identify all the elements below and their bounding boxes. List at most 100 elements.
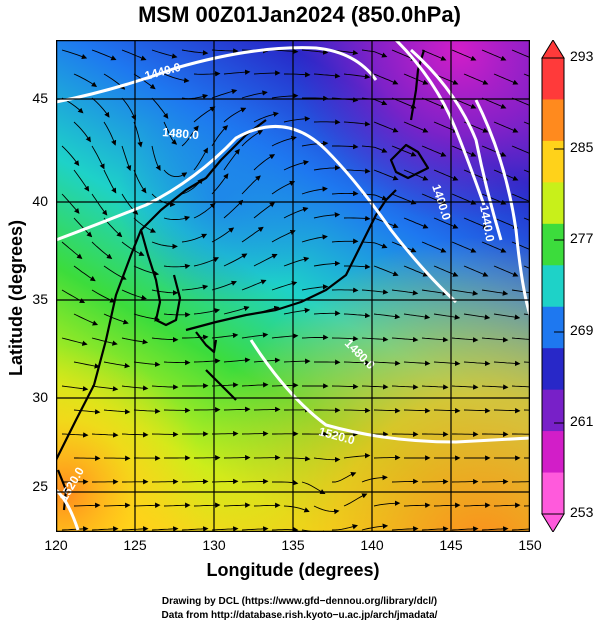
wind-streamline (421, 336, 449, 343)
wind-streamline (361, 523, 389, 531)
x-tick-label: 130 (202, 537, 226, 553)
wind-streamline (121, 49, 147, 61)
wind-streamline (103, 361, 131, 369)
wind-streamline (61, 337, 88, 346)
wind-streamline (511, 145, 530, 155)
wind-streamline (253, 111, 279, 123)
wind-streamline (73, 313, 99, 326)
colorbar-segment (542, 389, 564, 432)
wind-streamline (163, 73, 190, 84)
wind-streamline (463, 265, 489, 277)
wind-streamline (331, 190, 359, 197)
wind-streamline (121, 145, 132, 172)
wind-streamline (241, 175, 261, 195)
wind-streamline (211, 280, 237, 291)
wind-streamline (163, 263, 191, 270)
wind-streamline (421, 49, 447, 61)
wind-streamline (181, 526, 209, 532)
wind-streamline (403, 217, 429, 229)
wind-streamline (463, 407, 491, 414)
wind-streamline (523, 313, 530, 316)
wind-streamline (331, 524, 358, 531)
wind-streamline (73, 265, 96, 282)
wind-streamline (421, 241, 447, 253)
wind-streamline (211, 88, 238, 99)
wind-streamline (493, 313, 521, 320)
wind-streamline (511, 481, 530, 483)
plot-frame (56, 40, 530, 532)
wind-streamline (433, 169, 459, 181)
x-tick-label: 125 (123, 537, 147, 553)
wind-streamline (223, 199, 244, 219)
wind-streamline (61, 193, 80, 214)
wind-streamline (481, 289, 509, 296)
wind-streamline (523, 169, 530, 174)
wind-streamline (433, 121, 459, 133)
wind-streamline (223, 406, 251, 413)
wind-streamline (103, 502, 131, 509)
colorbar-segment (542, 223, 564, 266)
wind-streamline (283, 505, 310, 513)
wind-streamline (163, 121, 178, 145)
colorbar-segment (542, 182, 564, 225)
wind-streamline (223, 454, 251, 461)
wind-streamline (181, 478, 209, 485)
wind-streamline (391, 97, 417, 109)
wind-streamline (343, 360, 371, 366)
y-tick-label: 45 (32, 90, 48, 106)
wind-streamline (91, 145, 105, 170)
wind-streamline (91, 337, 118, 346)
wind-streamline (73, 73, 98, 88)
wind-streamline (91, 97, 110, 118)
x-tick-label: 120 (44, 537, 68, 553)
wind-streamline (523, 505, 530, 507)
wind-streamline (91, 193, 108, 216)
wind-streamline (61, 241, 83, 259)
wind-streamline (403, 121, 429, 133)
wind-streamline (391, 289, 419, 296)
wind-streamline (391, 384, 419, 390)
wind-streamline (391, 526, 419, 532)
wind-streamline (271, 135, 297, 147)
wind-streamline (121, 97, 137, 121)
x-tick-label: 135 (281, 537, 305, 553)
y-axis-label: Latitude (degrees) (6, 219, 26, 377)
wind-streamline (283, 307, 311, 315)
wind-streamline (331, 287, 359, 293)
wind-streamline (241, 226, 264, 243)
wind-streamline (481, 478, 509, 485)
wind-streamline (451, 478, 479, 485)
wind-streamline (61, 145, 80, 167)
coastline-ryukyu (205, 369, 237, 401)
wind-streamline (241, 526, 269, 532)
wind-streamline (103, 169, 117, 194)
wind-streamline (421, 478, 449, 485)
wind-streamline (193, 106, 216, 123)
wind-streamline (493, 217, 519, 229)
wind-streamline (511, 241, 530, 251)
wind-streamline (241, 332, 269, 339)
wind-streamline (163, 169, 188, 178)
wind-streamline (361, 289, 389, 295)
wind-streamline (373, 265, 399, 277)
wind-streamline (361, 474, 388, 483)
wind-streamline (332, 472, 357, 483)
coastline-asia-mainland (56, 119, 267, 461)
wind-streamline (133, 73, 156, 90)
x-tick-label: 150 (518, 537, 542, 553)
wind-streamline (241, 478, 269, 485)
wind-streamline (403, 502, 431, 508)
wind-streamline (91, 49, 117, 61)
wind-streamline (511, 193, 530, 203)
temperature-map: 1440.0 1480.0 1400.0 1440.0 1520.0 1480.… (56, 40, 530, 532)
wind-streamline (283, 160, 309, 171)
wind-streamline (73, 121, 91, 143)
wind-streamline (241, 382, 269, 388)
wind-streamline (223, 502, 251, 508)
wind-streamline (283, 116, 311, 123)
y-tick-label: 40 (32, 193, 48, 209)
wind-streamline (91, 526, 119, 532)
wind-streamline (331, 238, 359, 244)
wind-streamline (212, 430, 239, 437)
wind-streamline (133, 502, 161, 508)
